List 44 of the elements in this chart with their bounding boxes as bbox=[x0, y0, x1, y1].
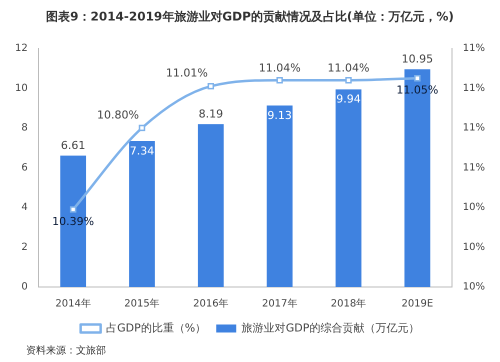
data-label: 10.95 bbox=[402, 52, 434, 66]
y2-tick-label: 10% bbox=[462, 242, 486, 253]
legend-label: 占GDP的比重（%） bbox=[106, 321, 206, 334]
x-tick-label: 2017年 bbox=[262, 298, 298, 310]
point bbox=[138, 124, 146, 132]
data-label: 10.80% bbox=[97, 108, 139, 122]
y-tick-label: 4 bbox=[21, 202, 28, 214]
y-tick-label: 6 bbox=[21, 162, 28, 174]
point bbox=[70, 206, 76, 213]
y-tick-label: 10 bbox=[14, 82, 28, 94]
x-tick-label: 2019E bbox=[401, 298, 434, 310]
y-tick-label: 2 bbox=[21, 242, 28, 253]
data-label: 8.19 bbox=[198, 108, 224, 121]
x-tick-label: 2015年 bbox=[124, 298, 160, 310]
bar bbox=[266, 105, 293, 287]
y-tick-label: 12 bbox=[14, 42, 28, 54]
bar bbox=[129, 141, 155, 287]
y-tick-label: 0 bbox=[21, 282, 28, 293]
point bbox=[414, 75, 421, 82]
x-tick-label: 2018年 bbox=[330, 298, 366, 310]
y2-tick-label: 10% bbox=[462, 202, 486, 214]
data-label: 11.01% bbox=[166, 66, 208, 80]
y2-tick-label: 10% bbox=[462, 282, 486, 293]
legend-label: 旅游业对GDP的综合贡献（万亿元） bbox=[242, 321, 420, 334]
data-label: 9.94 bbox=[336, 92, 361, 106]
y2-tick-label: 11% bbox=[462, 162, 486, 174]
data-label: 7.34 bbox=[130, 144, 154, 158]
point bbox=[276, 76, 283, 84]
point bbox=[345, 76, 352, 84]
y2-tick-label: 11% bbox=[462, 122, 486, 134]
bar bbox=[336, 89, 362, 287]
data-label: 9.13 bbox=[267, 108, 292, 122]
text: 资料来源：文旅部 bbox=[26, 344, 106, 357]
data-label: 11.04% bbox=[328, 62, 370, 75]
chart-title: 图表9：2014-2019年旅游业对GDP的贡献情况及占比(单位：万亿元，%) bbox=[46, 9, 454, 24]
y-tick-label: 8 bbox=[21, 122, 28, 134]
y2-tick-label: 11% bbox=[462, 82, 486, 94]
point bbox=[208, 82, 214, 90]
bar bbox=[198, 124, 224, 287]
data-label: 11.04% bbox=[258, 62, 301, 75]
x-tick-label: 2016年 bbox=[193, 298, 229, 310]
data-label: 6.61 bbox=[60, 138, 86, 152]
y2-tick-label: 11% bbox=[462, 42, 486, 54]
x-tick-label: 2014年 bbox=[55, 298, 91, 310]
